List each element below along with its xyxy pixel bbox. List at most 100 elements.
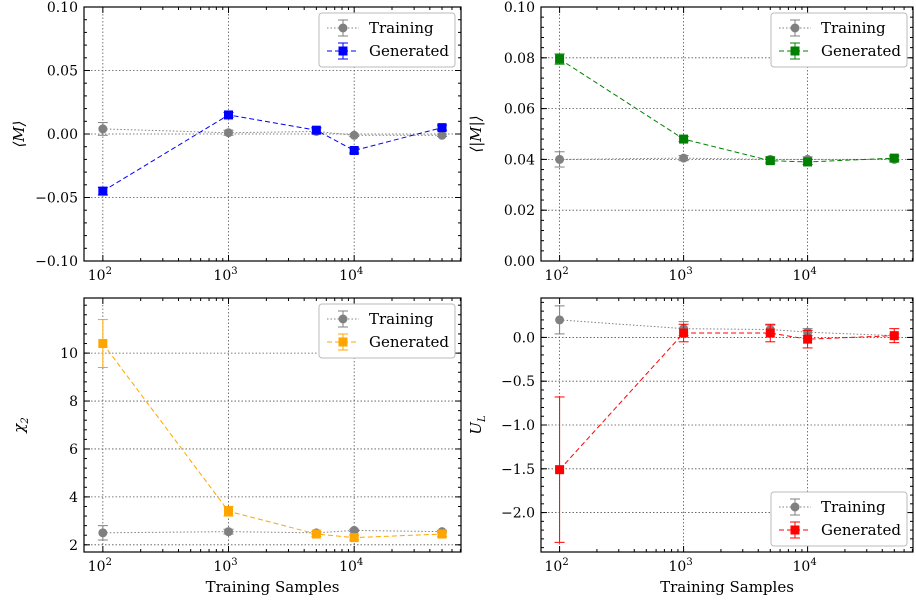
plot-frame xyxy=(540,297,914,553)
data-point-training xyxy=(555,315,565,325)
data-point-generated xyxy=(803,334,813,344)
legend-marker xyxy=(790,23,800,33)
y-axis-label: χ2 xyxy=(10,417,31,433)
legend-box xyxy=(770,491,908,547)
legend-label-generated: Generated xyxy=(369,42,449,60)
plot-frame xyxy=(83,297,462,553)
x-tick-label-1: 103 xyxy=(213,266,237,284)
panel-ul: 102 103 104 −2.0 −1.5 −1.0 −0.5 0.0 Training Gene… xyxy=(467,297,914,596)
x-tick-label-0: 102 xyxy=(544,557,568,575)
legend-box xyxy=(770,12,908,68)
y-tick-label-5: 0.10 xyxy=(504,0,535,16)
x-tick-label-0: 102 xyxy=(88,557,112,575)
x-tick-label-1: 103 xyxy=(668,557,692,575)
legend-marker xyxy=(338,337,348,347)
y-tick-label-1: −0.05 xyxy=(35,191,78,207)
y-tick-label-1: 4 xyxy=(69,490,78,506)
legend: Training Generated xyxy=(770,491,908,547)
legend-marker xyxy=(338,46,348,56)
data-point-training xyxy=(555,154,565,164)
y-tick-label-2: 0.00 xyxy=(47,127,78,143)
y-tick-label-2: 6 xyxy=(69,442,78,458)
data-point-generated xyxy=(765,156,775,166)
series-line-generated xyxy=(102,114,443,192)
y-tick-label-1: 0.02 xyxy=(504,203,535,219)
series-line-generated xyxy=(559,58,895,163)
legend-marker xyxy=(790,46,800,56)
legend-marker xyxy=(790,525,800,535)
data-point-training xyxy=(98,528,108,538)
y-tick-label-2: 0.04 xyxy=(504,152,535,168)
legend-box xyxy=(318,303,456,359)
legend-marker xyxy=(338,23,348,33)
panel-chi: 102 103 104 2 4 6 8 10 Training Generated χ2 Traini… xyxy=(10,297,462,596)
data-point-generated xyxy=(679,328,689,338)
series-line-generated xyxy=(102,343,443,539)
y-tick-label-0: −2.0 xyxy=(501,506,535,522)
series-group xyxy=(97,110,448,196)
panel-m: 102 103 104 −0.10 −0.05 0.00 0.05 0.10 Training G… xyxy=(10,0,462,284)
series-group xyxy=(554,305,900,543)
y-tick-label-4: 10 xyxy=(60,346,78,362)
x-tick-label-1: 103 xyxy=(668,266,692,284)
data-point-generated xyxy=(98,339,108,349)
data-point-training xyxy=(679,153,689,163)
data-point-generated xyxy=(437,529,447,539)
y-tick-label-0: 0.00 xyxy=(504,254,535,270)
data-point-generated xyxy=(98,186,108,196)
legend: Training Generated xyxy=(770,12,908,68)
data-point-training xyxy=(224,128,234,138)
data-point-generated xyxy=(555,465,565,475)
legend-label-generated: Generated xyxy=(369,333,449,351)
y-tick-label-3: −0.5 xyxy=(501,374,535,390)
x-axis-label: Training Samples xyxy=(206,578,340,596)
y-tick-label-1: −1.5 xyxy=(501,462,535,478)
panel-absm: 102 103 104 0.00 0.02 0.04 0.06 0.08 0.10 Trainin… xyxy=(467,0,914,284)
data-point-generated xyxy=(889,331,899,341)
y-tick-label-0: −0.10 xyxy=(35,254,78,270)
plot-frame xyxy=(540,6,914,262)
data-point-training xyxy=(224,527,234,537)
legend-label-generated: Generated xyxy=(821,521,901,539)
series-group xyxy=(554,53,900,168)
legend: Training Generated xyxy=(318,303,456,359)
legend: Training Generated xyxy=(318,12,456,68)
x-tick-label-0: 102 xyxy=(544,266,568,284)
y-tick-label-3: 8 xyxy=(69,394,78,410)
data-point-generated xyxy=(311,125,321,135)
legend-label-training: Training xyxy=(821,19,886,37)
data-point-generated xyxy=(224,506,234,516)
legend-label-training: Training xyxy=(369,19,434,37)
data-point-generated xyxy=(803,157,813,167)
plot-frame xyxy=(83,6,462,262)
y-tick-label-0: 2 xyxy=(69,538,78,554)
data-point-training xyxy=(437,130,447,140)
data-point-generated xyxy=(679,134,689,144)
data-point-generated xyxy=(765,328,775,338)
y-tick-label-3: 0.06 xyxy=(504,102,535,118)
y-tick-label-4: 0.08 xyxy=(504,51,535,67)
x-tick-label-2: 104 xyxy=(339,266,363,284)
x-tick-label-2: 104 xyxy=(792,557,816,575)
y-tick-label-2: −1.0 xyxy=(501,418,535,434)
legend-label-training: Training xyxy=(369,310,434,328)
y-tick-label-4: 0.0 xyxy=(513,330,535,346)
data-point-training xyxy=(98,124,108,134)
series-line-training xyxy=(102,529,443,534)
legend-marker xyxy=(790,502,800,512)
data-point-generated xyxy=(311,529,321,539)
y-axis-label: UL xyxy=(467,415,488,435)
x-tick-label-1: 103 xyxy=(213,557,237,575)
y-tick-label-4: 0.10 xyxy=(47,0,78,16)
y-axis-label: ⟨M⟩ xyxy=(10,120,28,147)
series-line-generated xyxy=(559,332,895,471)
series-group xyxy=(97,319,448,543)
data-point-generated xyxy=(437,123,447,133)
y-tick-label-3: 0.05 xyxy=(47,64,78,80)
legend-label-generated: Generated xyxy=(821,42,901,60)
x-tick-label-2: 104 xyxy=(339,557,363,575)
data-point-generated xyxy=(349,533,359,543)
legend-label-training: Training xyxy=(821,498,886,516)
data-point-generated xyxy=(224,110,234,120)
